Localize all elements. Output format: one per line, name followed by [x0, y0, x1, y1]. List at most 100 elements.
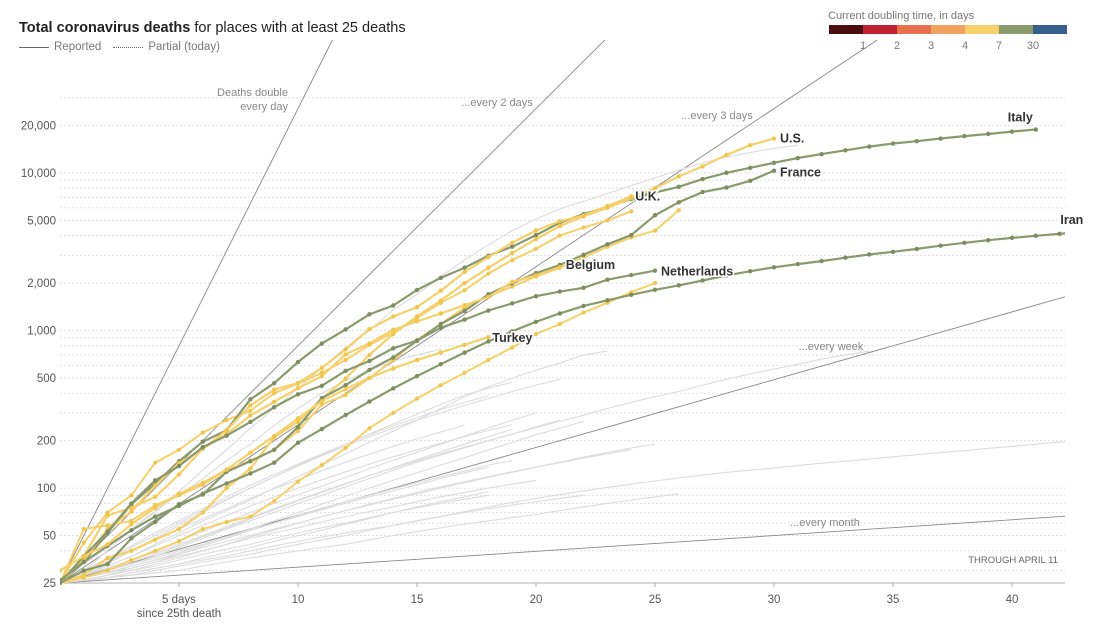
data-point: [319, 399, 324, 404]
data-point: [748, 142, 753, 148]
data-point: [343, 392, 348, 398]
data-point: [533, 331, 539, 337]
data-point: [486, 265, 491, 270]
data-point: [676, 208, 681, 213]
chart-title: Total coronavirus deaths for places with…: [19, 20, 406, 36]
background-series-line: [60, 466, 489, 584]
data-point: [60, 580, 63, 585]
data-point: [438, 383, 443, 388]
data-point: [414, 287, 420, 293]
data-point: [60, 568, 63, 573]
data-point: [867, 252, 872, 257]
data-point: [414, 304, 420, 310]
data-point: [890, 141, 896, 146]
data-point: [367, 426, 372, 431]
data-point: [81, 553, 87, 559]
data-point: [176, 491, 182, 497]
data-point: [414, 337, 420, 343]
reference-lines: [60, 40, 1065, 584]
data-point: [129, 505, 134, 511]
data-point: [248, 514, 253, 519]
data-point: [438, 311, 443, 316]
data-point: [510, 329, 515, 334]
data-point: [343, 382, 348, 388]
data-point: [176, 502, 182, 507]
data-point: [153, 460, 158, 465]
data-point: [248, 408, 253, 413]
data-point: [200, 430, 205, 435]
data-point: [438, 350, 443, 355]
background-series-line: [60, 395, 489, 584]
data-point: [367, 399, 372, 404]
data-point: [200, 480, 205, 486]
data-point: [462, 350, 467, 355]
data-point: [510, 345, 515, 350]
data-point: [200, 482, 205, 487]
data-point: [510, 281, 515, 286]
series-label-netherlands: Netherlands: [661, 265, 733, 279]
data-point: [771, 265, 777, 270]
data-point: [224, 428, 229, 433]
data-point: [367, 352, 372, 358]
data-point: [272, 447, 277, 452]
data-point: [486, 271, 491, 276]
data-point: [867, 144, 872, 149]
reference-line-label: ...every month: [790, 517, 860, 529]
data-point: [272, 447, 277, 453]
x-tick-label: 15: [411, 594, 424, 606]
data-point: [153, 519, 158, 525]
background-series-line: [60, 428, 513, 584]
data-point: [105, 561, 110, 567]
data-point: [295, 440, 301, 445]
data-point: [129, 493, 134, 498]
data-point: [938, 136, 943, 141]
data-point: [224, 485, 229, 491]
doubling-swatch: [863, 25, 897, 34]
data-point: [129, 528, 134, 533]
data-point: [129, 548, 134, 554]
data-point: [224, 428, 229, 433]
data-point: [414, 357, 420, 363]
series-line-netherlands: [60, 269, 656, 584]
data-point: [581, 285, 586, 290]
data-point: [176, 493, 182, 498]
data-point: [367, 375, 372, 381]
background-series-line: [60, 493, 679, 584]
data-point: [153, 478, 158, 483]
data-point: [176, 459, 182, 464]
data-point: [605, 244, 610, 249]
data-point: [176, 460, 182, 466]
background-series-line: [60, 350, 870, 584]
data-point: [462, 265, 467, 270]
data-point: [200, 444, 205, 450]
data-point: [486, 334, 491, 340]
data-point: [533, 273, 539, 278]
doubling-swatch: [965, 25, 999, 34]
y-tick-label: 10,000: [21, 168, 56, 180]
data-point: [248, 397, 253, 402]
data-point: [581, 225, 586, 230]
data-point: [319, 395, 324, 401]
x-tick-label: 5 days: [162, 594, 196, 606]
data-point: [60, 580, 63, 585]
data-point: [462, 288, 467, 293]
data-point: [581, 255, 586, 260]
data-point: [295, 359, 301, 365]
data-point: [462, 303, 467, 308]
data-point: [724, 273, 729, 278]
doubling-scale-label: 4: [961, 40, 969, 52]
series-line-uk: [60, 195, 632, 584]
data-point: [629, 292, 634, 298]
data-point: [224, 431, 229, 437]
data-point: [605, 277, 610, 282]
background-series-line: [60, 348, 441, 584]
data-point: [843, 148, 848, 153]
reference-line-3d: [60, 40, 879, 584]
data-point: [224, 467, 229, 472]
data-point: [533, 293, 539, 299]
data-point: [343, 357, 348, 363]
through-date-note: THROUGH APRIL 11: [968, 555, 1058, 566]
y-tick-label: 500: [37, 373, 56, 385]
data-point: [272, 498, 277, 503]
